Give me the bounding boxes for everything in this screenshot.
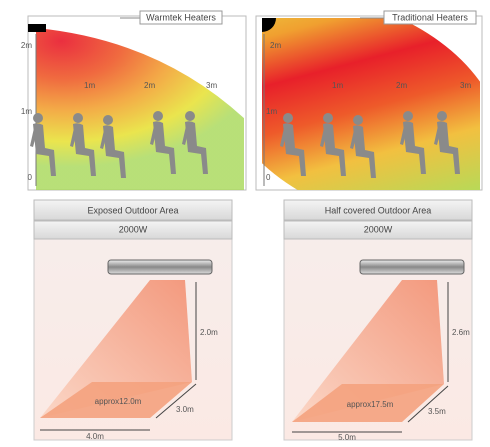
width-dim: 5.0m — [338, 433, 356, 442]
title-box — [383, 10, 477, 25]
distance-label: 1m — [84, 81, 95, 90]
area-size: approx12.0m — [95, 397, 142, 406]
heat-gradient — [262, 18, 480, 190]
height-label: 0 — [28, 173, 33, 182]
heat-zone — [262, 18, 480, 190]
dim-line — [155, 383, 197, 419]
depth-dim: 3.5m — [428, 407, 446, 416]
panel-title: Warmtek Heaters — [146, 12, 216, 22]
area-power: 2000W — [119, 224, 148, 234]
power-row — [283, 220, 473, 240]
area-exposed: Exposed Outdoor Area 2000W 2.0m approx12… — [33, 199, 233, 441]
area-size: approx17.5m — [347, 400, 394, 409]
height-label: 2m — [270, 41, 281, 50]
width-dim: 4.0m — [86, 432, 104, 441]
power-row — [33, 220, 233, 240]
heater-device — [107, 259, 213, 275]
distance-label: 1m — [332, 81, 343, 90]
heat-floor — [292, 384, 444, 422]
panel-warmtek: Warmtek Heaters 2m 1m 0 1m 2m 3m — [21, 10, 247, 191]
height-label: 0 — [266, 173, 271, 182]
height-dim: 2.0m — [200, 328, 218, 337]
panel-traditional: Traditional Heaters 2m 1m 0 1m 2m 3m — [255, 10, 483, 191]
dim-line — [407, 385, 449, 423]
header-row — [283, 199, 473, 221]
header-row — [33, 199, 233, 221]
distance-label: 3m — [206, 81, 217, 90]
distance-label: 2m — [144, 81, 155, 90]
area-power: 2000W — [364, 224, 393, 234]
height-label: 1m — [266, 107, 277, 116]
panel-title: Traditional Heaters — [392, 12, 468, 22]
area-title: Half covered Outdoor Area — [325, 205, 432, 215]
heat-floor — [40, 382, 192, 418]
title-box — [139, 10, 223, 25]
height-dim: 2.6m — [452, 328, 470, 337]
height-label: 2m — [21, 41, 32, 50]
height-label: 1m — [21, 107, 32, 116]
depth-dim: 3.0m — [176, 405, 194, 414]
heater-device — [359, 259, 465, 275]
distance-label: 2m — [396, 81, 407, 90]
area-title: Exposed Outdoor Area — [87, 205, 178, 215]
heater-icon — [262, 18, 276, 32]
heater-icon — [28, 24, 46, 32]
area-half-covered: Half covered Outdoor Area 2000W 2.6m app… — [283, 199, 473, 442]
distance-label: 3m — [460, 81, 471, 90]
